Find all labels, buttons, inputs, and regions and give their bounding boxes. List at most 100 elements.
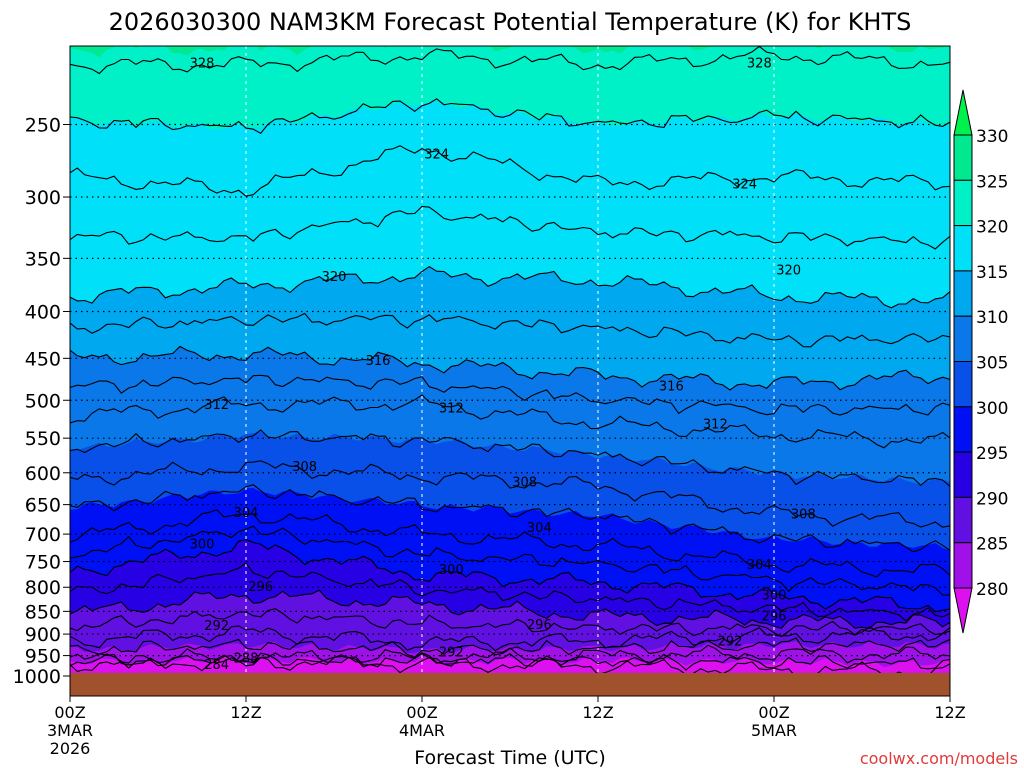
y-tick-label: 600	[25, 463, 61, 485]
y-tick-label: 250	[25, 115, 61, 137]
isotherm-322	[70, 205, 950, 250]
contour-label: 292	[204, 619, 229, 634]
isotherm-306	[70, 484, 950, 553]
isotherm-310	[70, 429, 950, 487]
isotherm-contours	[70, 46, 950, 679]
contour-label: 328	[747, 57, 772, 72]
contour-label: 284	[204, 658, 229, 673]
isotherm-312	[70, 394, 950, 449]
plot-frame	[69, 45, 951, 697]
contour-label: 296	[762, 610, 787, 625]
y-tick-label: 850	[25, 601, 61, 623]
contour-label: 300	[762, 589, 787, 604]
isotherm-300	[70, 539, 950, 613]
isotherm-294	[70, 608, 950, 638]
x-tick-label: 12Z	[230, 703, 261, 722]
y-tick-label: 1000	[13, 666, 61, 688]
colorbar-label: 330	[976, 127, 1008, 147]
contour-label: 308	[791, 508, 816, 523]
y-tick-label: 700	[25, 524, 61, 546]
watermark: coolwx.com/models	[860, 749, 1018, 768]
contour-label: 324	[424, 148, 449, 163]
colorbar-cap-top	[953, 89, 973, 136]
x-tick-date: 4MAR	[399, 721, 445, 740]
contour-label: 312	[204, 398, 229, 413]
contour-label: 296	[248, 580, 273, 595]
contour-label: 296	[527, 618, 552, 633]
colorbar-label: 315	[976, 263, 1008, 283]
theta-band	[70, 46, 950, 58]
isotherm-314	[70, 374, 950, 416]
theta-color-fill	[70, 46, 950, 696]
colorbar-segment	[953, 451, 973, 498]
isotherm-320	[70, 265, 950, 309]
contour-label: 308	[512, 475, 537, 490]
x-tick-year: 2026	[50, 739, 91, 758]
colorbar-segment	[953, 542, 973, 589]
chart-title: 2026030300 NAM3KM Forecast Potential Tem…	[109, 8, 912, 36]
contour-label: 304	[234, 506, 259, 521]
contour-label: 324	[732, 178, 757, 193]
isotherm-308	[70, 460, 950, 528]
isotherm-302	[70, 525, 950, 596]
contour-label: 300	[190, 538, 215, 553]
isotherm-328	[70, 46, 950, 75]
y-tick-label: 950	[25, 646, 61, 668]
contour-label: 288	[234, 652, 259, 667]
y-axis: 2503003504004505005506006507007508008509…	[13, 115, 70, 688]
x-tick-label: 12Z	[582, 703, 613, 722]
contour-label: 304	[527, 521, 552, 536]
theta-band	[70, 46, 950, 130]
contour-label: 292	[718, 635, 743, 650]
colorbar-label: 285	[976, 535, 1008, 555]
x-tick-date: 5MAR	[751, 721, 797, 740]
contour-label: 312	[703, 417, 728, 432]
colorbar-label: 280	[976, 580, 1008, 600]
ground-surface	[70, 673, 950, 696]
isotherm-290	[70, 637, 950, 658]
y-tick-label: 750	[25, 552, 61, 574]
contour-label: 308	[292, 460, 317, 475]
isotherm-324	[70, 145, 950, 197]
colorbar-label: 300	[976, 399, 1008, 419]
y-tick-label: 350	[25, 248, 61, 270]
colorbar: 330 325 320 315 310 305 300 295 290 285 280	[953, 89, 1008, 634]
colorbar-label: 290	[976, 489, 1008, 509]
isotherm-304	[70, 509, 950, 578]
isotherm-316	[70, 345, 950, 391]
colorbar-segment	[953, 496, 973, 544]
isotherm-296	[70, 589, 950, 630]
isotherm-292	[70, 625, 950, 652]
colorbar-cap-bottom	[953, 587, 973, 634]
theta-band	[70, 46, 950, 74]
y-tick-label: 300	[25, 187, 61, 209]
colorbar-label: 320	[976, 218, 1008, 238]
colorbar-segment	[953, 225, 973, 272]
y-tick-label: 500	[25, 390, 61, 412]
contour-label: 312	[439, 401, 464, 416]
y-tick-label: 650	[25, 495, 61, 517]
isotherm-286	[70, 652, 950, 671]
y-tick-label: 450	[25, 348, 61, 370]
colorbar-label: 295	[976, 444, 1008, 464]
isotherm-288	[70, 644, 950, 667]
contour-label: 320	[776, 264, 801, 279]
x-axis-label: Forecast Time (UTC)	[414, 747, 605, 768]
colorbar-segment	[953, 406, 973, 453]
colorbar-segment	[953, 134, 973, 181]
isotherm-298	[70, 562, 950, 622]
x-tick-label: 00Z	[54, 703, 85, 722]
x-tick-label: 00Z	[406, 703, 437, 722]
colorbar-segment	[953, 179, 973, 227]
contour-label: 316	[366, 354, 391, 369]
contour-label: 328	[190, 57, 215, 72]
colorbar-segment	[953, 315, 973, 363]
contour-label: 316	[659, 380, 684, 395]
colorbar-segment	[953, 361, 973, 408]
y-tick-label: 900	[25, 624, 61, 646]
y-tick-label: 400	[25, 301, 61, 323]
contour-label: 320	[322, 270, 347, 285]
colorbar-label: 325	[976, 172, 1008, 192]
colorbar-label: 305	[976, 354, 1008, 374]
